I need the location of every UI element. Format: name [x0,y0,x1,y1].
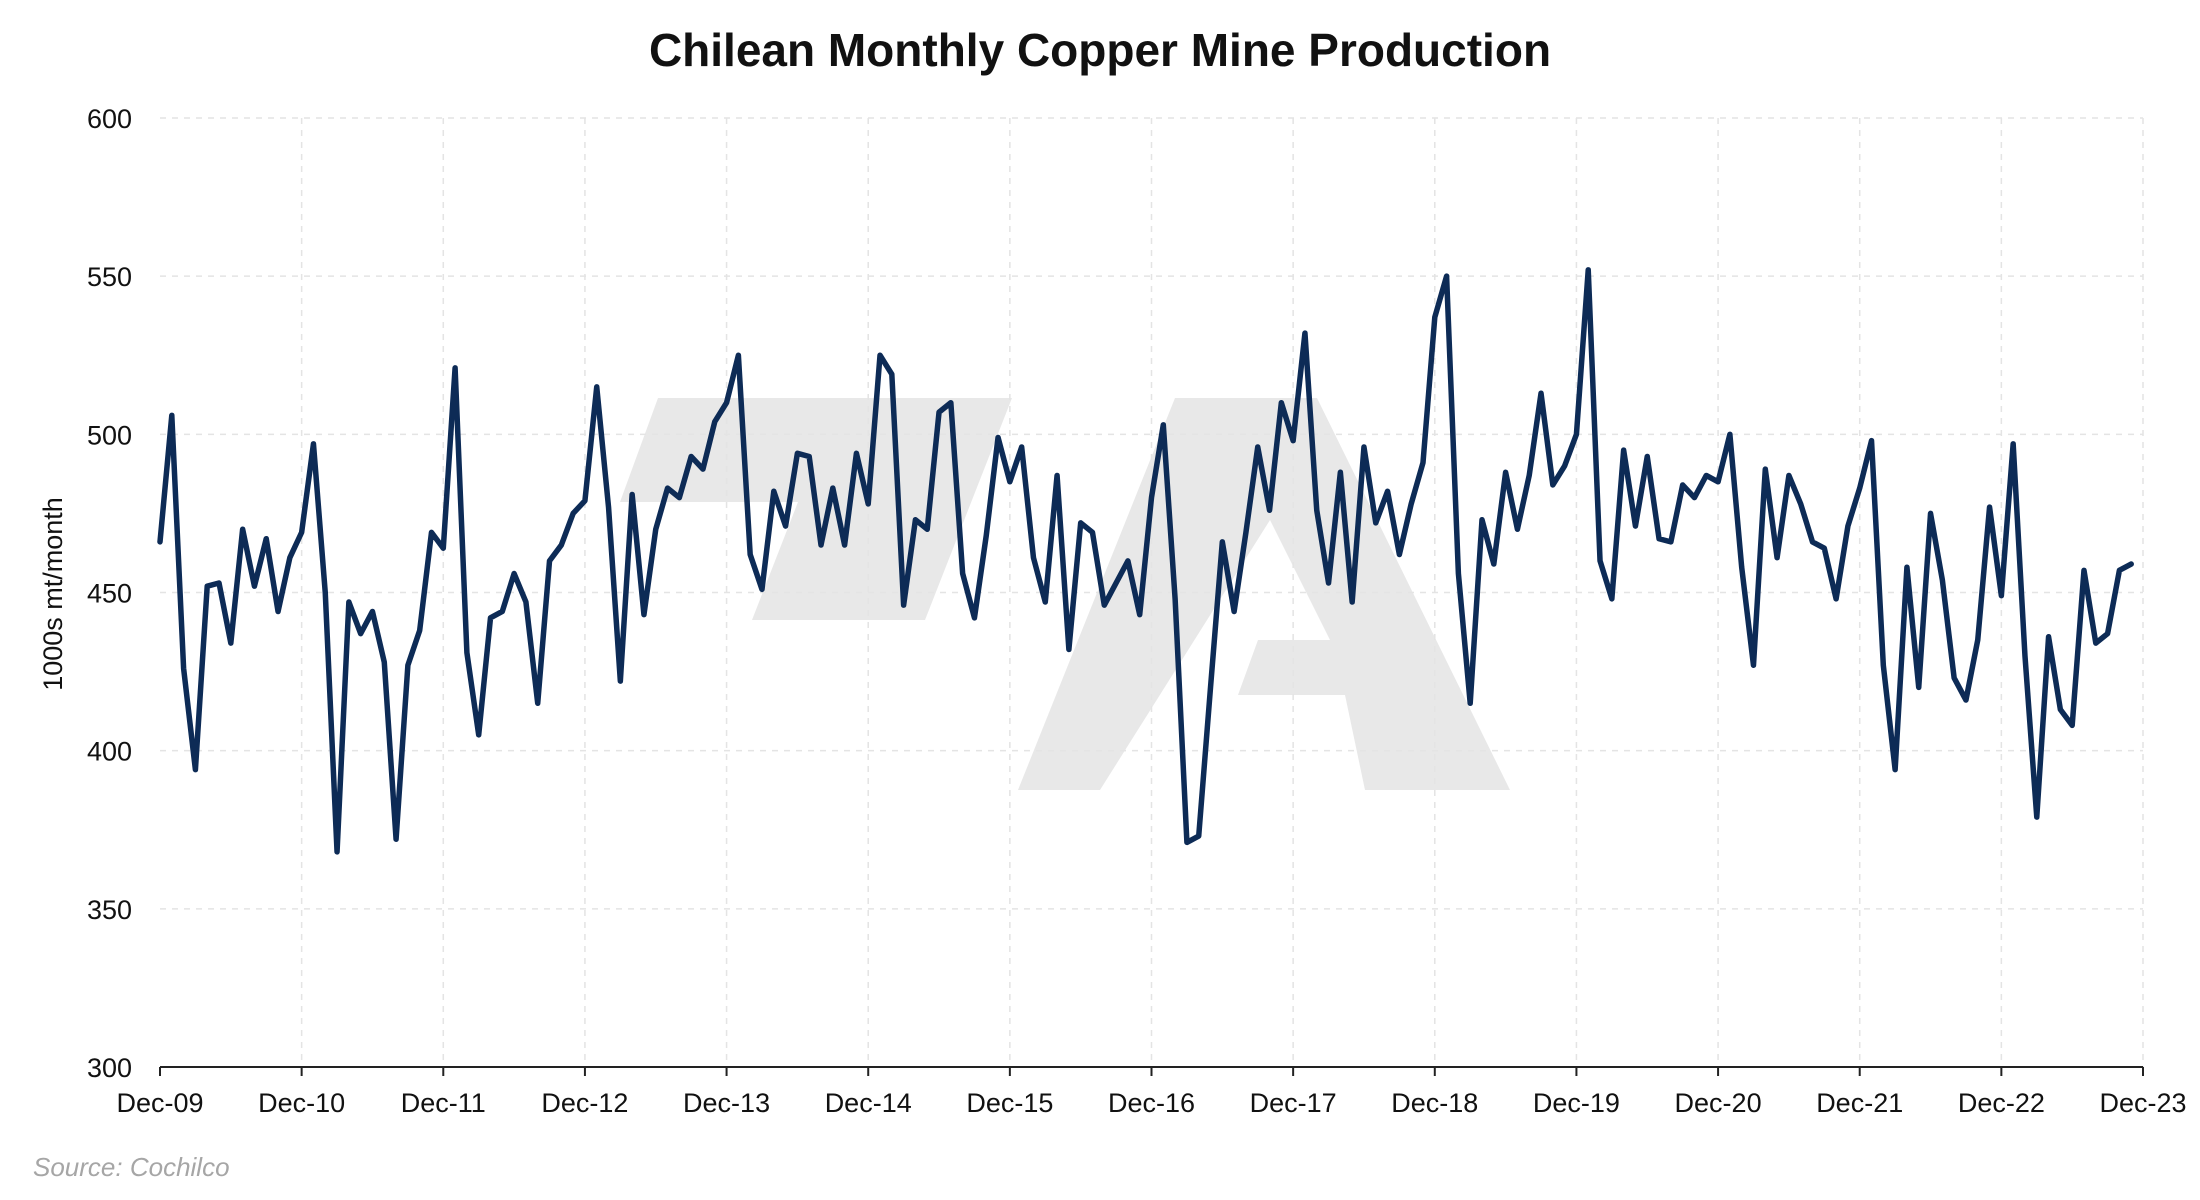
x-tick-label: Dec-11 [401,1088,486,1118]
chart-title: Chilean Monthly Copper Mine Production [649,24,1551,76]
y-tick-label: 350 [87,895,132,925]
y-tick-label: 500 [87,420,132,450]
x-axis-ticks: Dec-09 Dec-10 Dec-11 Dec-12 Dec-13 Dec-14 Dec-… [116,1067,2187,1118]
x-tick-label: Dec-13 [683,1088,770,1118]
y-tick-label: 400 [87,737,132,767]
y-tick-label: 600 [87,104,132,134]
x-tick-label: Dec-22 [1958,1088,2045,1118]
source-note: Source: Cochilco [33,1152,230,1182]
x-tick-label: Dec-19 [1533,1088,1620,1118]
x-tick-label: Dec-15 [966,1088,1053,1118]
gridlines [160,117,2144,1067]
y-axis-ticks: 300 350 400 450 500 550 600 [87,104,132,1083]
x-tick-label: Dec-14 [825,1088,912,1118]
watermark-shape-right [1018,398,1510,790]
y-axis-label: 1000s mt/month [38,497,68,691]
x-tick-label: Dec-23 [2099,1088,2186,1118]
x-tick-label: Dec-20 [1675,1088,1762,1118]
x-tick-label: Dec-16 [1108,1088,1195,1118]
x-tick-label: Dec-10 [258,1088,345,1118]
x-tick-label: Dec-12 [541,1088,628,1118]
y-tick-label: 450 [87,579,132,609]
x-tick-label: Dec-18 [1391,1088,1478,1118]
x-tick-label: Dec-17 [1250,1088,1337,1118]
x-tick-label: Dec-09 [116,1088,203,1118]
x-tick-label: Dec-21 [1816,1088,1903,1118]
y-tick-label: 550 [87,262,132,292]
series-line [157,267,2134,855]
y-tick-label: 300 [87,1053,132,1083]
